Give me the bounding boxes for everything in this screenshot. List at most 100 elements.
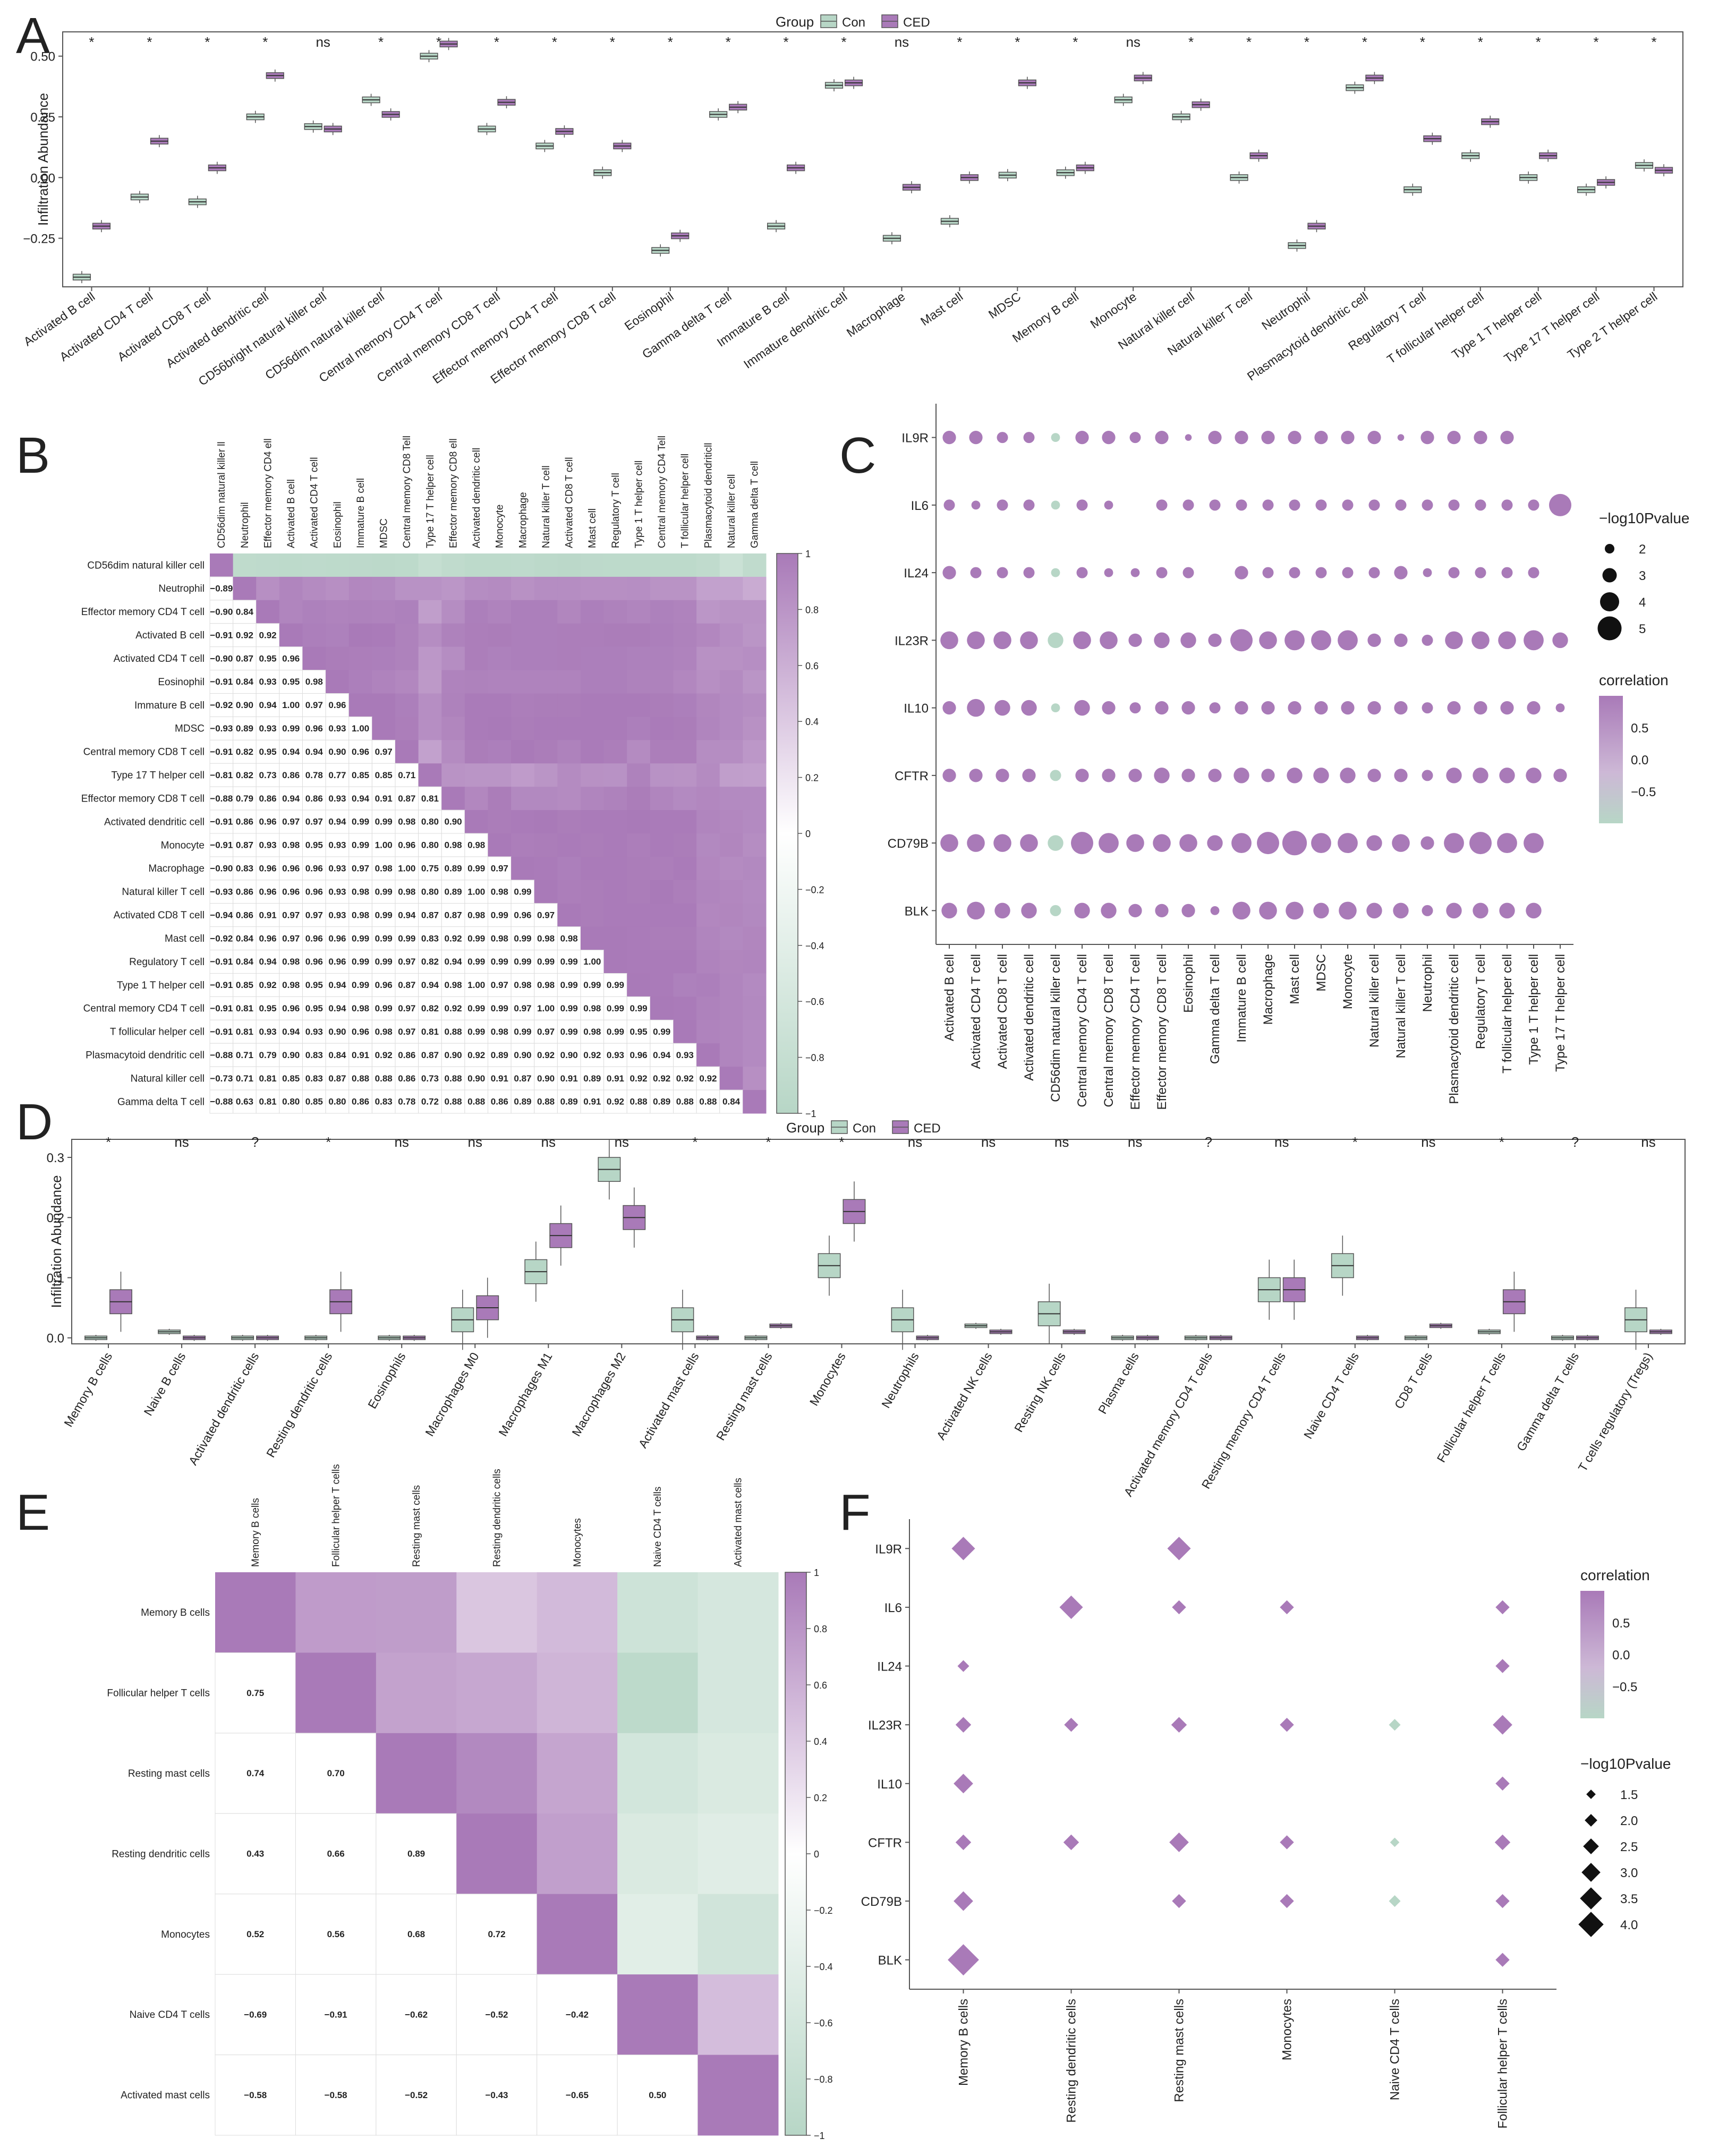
b-heat-value: 0.88 bbox=[537, 1097, 555, 1107]
e-blank-cell bbox=[295, 1974, 377, 2056]
e-colorbar-label: 0.4 bbox=[814, 1736, 827, 1747]
b-heat-value: 0.97 bbox=[537, 1027, 555, 1037]
b-heat-value: 0.90 bbox=[236, 700, 253, 710]
b-heat-value: −0.89 bbox=[210, 584, 233, 594]
b-heat-value: 0.96 bbox=[305, 933, 323, 943]
c-bubble-point bbox=[967, 834, 985, 852]
c-bubble-point bbox=[942, 566, 956, 580]
c-bubble-point bbox=[1392, 834, 1410, 852]
b-heat-cell bbox=[719, 903, 743, 927]
c-bubble-point bbox=[1023, 499, 1035, 511]
b-heat-cell bbox=[534, 717, 558, 740]
d-xtick-label: Eosinophils bbox=[365, 1350, 408, 1411]
b-blank-cell bbox=[441, 1066, 465, 1090]
b-heat-cell bbox=[627, 787, 651, 811]
b-heat-cell bbox=[673, 950, 697, 974]
d-signif-label: ns bbox=[908, 1134, 922, 1150]
b-heat-cell bbox=[511, 787, 535, 811]
c-bubble-point bbox=[1128, 633, 1142, 647]
b-blank-cell bbox=[233, 903, 257, 927]
b-heat-value: 0.99 bbox=[653, 1027, 670, 1037]
b-heat-cell bbox=[743, 787, 767, 811]
b-heat-cell bbox=[557, 646, 581, 671]
b-heat-cell bbox=[557, 787, 581, 811]
b-heat-value: 0.82 bbox=[421, 957, 439, 967]
b-blank-cell bbox=[302, 1043, 326, 1067]
d-signif-label: * bbox=[1352, 1134, 1358, 1150]
f-diamond-point bbox=[951, 1537, 975, 1561]
b-heat-value: 0.80 bbox=[421, 887, 439, 897]
c-gene-label: IL10 bbox=[904, 702, 929, 716]
e-heat-cell bbox=[697, 1894, 779, 1975]
f-size-legend-label: 1.5 bbox=[1620, 1788, 1638, 1802]
b-heat-value: 0.87 bbox=[421, 1050, 439, 1060]
b-heat-cell bbox=[719, 973, 743, 997]
c-cell-label: Activated CD8 T cell bbox=[996, 954, 1010, 1069]
b-blank-cell bbox=[371, 833, 396, 857]
d-xtick-label: Macrophages M0 bbox=[422, 1350, 481, 1439]
b-heat-cell bbox=[696, 670, 720, 694]
b-heat-value: −0.90 bbox=[210, 607, 233, 617]
c-cell-label: Natural killer cell bbox=[1367, 954, 1382, 1047]
c-bubble-point bbox=[1367, 633, 1381, 647]
b-heat-value: 0.99 bbox=[352, 957, 369, 967]
b-blank-cell bbox=[418, 950, 442, 974]
a-ytick-label: 0.25 bbox=[30, 110, 55, 125]
b-heat-cell bbox=[210, 553, 234, 577]
d-legend-ced-label: CED bbox=[914, 1121, 941, 1136]
b-heat-value: 0.98 bbox=[398, 817, 415, 827]
b-heat-value: 0.92 bbox=[467, 1050, 485, 1060]
b-heat-value: 0.99 bbox=[467, 933, 485, 943]
b-heat-value: 0.82 bbox=[236, 770, 253, 780]
c-bubble-point bbox=[1021, 902, 1037, 919]
b-heat-cell bbox=[464, 763, 488, 787]
b-heat-cell bbox=[581, 623, 605, 647]
c-bubble-point bbox=[1022, 769, 1036, 782]
b-heat-cell bbox=[418, 740, 442, 764]
d-xtick-label: T cells regulatory (Tregs) bbox=[1576, 1350, 1655, 1474]
b-heat-cell bbox=[603, 880, 627, 904]
b-heat-cell bbox=[511, 576, 535, 601]
b-heat-cell bbox=[650, 926, 674, 951]
b-blank-cell bbox=[256, 670, 280, 694]
b-heat-cell bbox=[418, 553, 442, 577]
b-heat-value: 0.92 bbox=[630, 1073, 648, 1084]
b-heat-value: 1.00 bbox=[398, 864, 415, 874]
b-heat-cell bbox=[302, 576, 326, 601]
c-bubble-point bbox=[1475, 499, 1486, 511]
b-heat-cell bbox=[441, 787, 465, 811]
c-bubble-point bbox=[1422, 499, 1433, 511]
e-blank-cell bbox=[376, 1813, 457, 1895]
b-blank-cell bbox=[557, 1066, 581, 1090]
b-heat-value: 0.99 bbox=[375, 1003, 393, 1013]
b-heat-value: 0.98 bbox=[583, 1027, 601, 1037]
c-bubble-point bbox=[1366, 902, 1382, 919]
e-heat-value: 0.56 bbox=[327, 1929, 345, 1939]
a-signif-label: * bbox=[610, 34, 615, 50]
b-heat-cell bbox=[302, 623, 326, 647]
b-heat-value: 0.88 bbox=[630, 1097, 648, 1107]
b-heat-value: 0.94 bbox=[282, 794, 300, 804]
b-col-label: Monocyte bbox=[495, 505, 506, 548]
b-heat-cell bbox=[441, 717, 465, 740]
b-heat-value: 0.88 bbox=[676, 1097, 694, 1107]
b-heat-value: 0.95 bbox=[305, 1003, 323, 1013]
b-blank-cell bbox=[233, 1043, 257, 1067]
b-heat-value: 0.98 bbox=[560, 933, 578, 943]
b-blank-cell bbox=[511, 996, 535, 1020]
b-heat-cell bbox=[743, 903, 767, 927]
b-heat-cell bbox=[719, 740, 743, 764]
e-heat-cell bbox=[376, 1572, 457, 1653]
e-heat-cell bbox=[537, 1572, 618, 1653]
e-heat-value: 0.43 bbox=[246, 1849, 264, 1859]
b-heat-value: 0.93 bbox=[328, 794, 346, 804]
d-signif-label: ns bbox=[174, 1134, 189, 1150]
b-heat-cell bbox=[696, 810, 720, 834]
b-blank-cell bbox=[209, 1019, 234, 1044]
b-heat-cell bbox=[441, 670, 465, 694]
c-bubble-point bbox=[1394, 769, 1408, 782]
e-colorbar-label: 0.8 bbox=[814, 1624, 827, 1634]
b-blank-cell bbox=[650, 1043, 674, 1067]
c-bubble-point bbox=[1282, 831, 1307, 856]
b-blank-cell bbox=[395, 786, 419, 811]
